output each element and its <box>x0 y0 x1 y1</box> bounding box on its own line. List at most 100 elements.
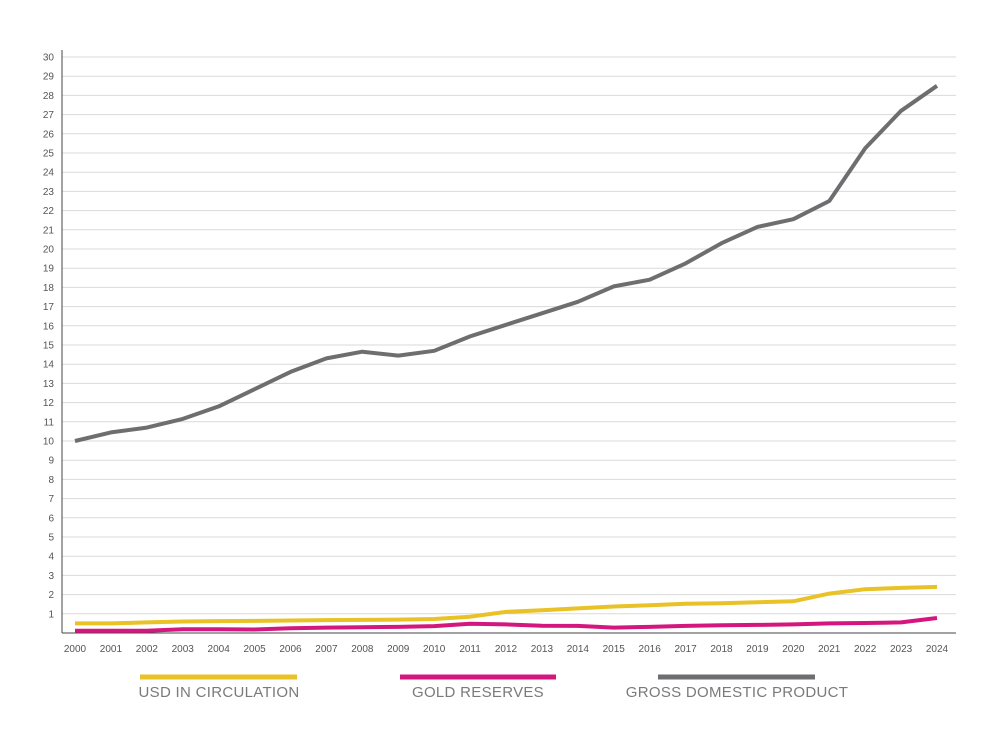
data-point <box>721 625 722 626</box>
data-point <box>398 626 399 627</box>
data-point <box>218 621 219 622</box>
series-line-2 <box>74 84 939 443</box>
data-point <box>75 441 76 442</box>
data-point <box>326 620 327 621</box>
data-point <box>649 626 650 627</box>
y-tick-label: 6 <box>48 513 54 524</box>
y-axis-ticks: 1234567891011121314151617181920212223242… <box>43 53 55 621</box>
data-point <box>721 603 722 604</box>
data-point <box>182 621 183 622</box>
data-point <box>470 616 471 617</box>
data-point <box>182 418 183 419</box>
data-point <box>865 623 866 624</box>
data-point <box>290 628 291 629</box>
legend-label: GROSS DOMESTIC PRODUCT <box>626 684 848 701</box>
data-point <box>362 351 363 352</box>
y-tick-label: 4 <box>48 552 54 563</box>
x-tick-label: 2018 <box>710 644 733 655</box>
data-point <box>434 350 435 351</box>
data-point <box>577 608 578 609</box>
data-point <box>757 226 758 227</box>
data-point <box>541 610 542 611</box>
data-point <box>649 605 650 606</box>
data-point <box>793 601 794 602</box>
y-tick-label: 30 <box>43 53 55 64</box>
x-tick-label: 2022 <box>854 644 877 655</box>
x-tick-label: 2004 <box>208 644 231 655</box>
x-tick-label: 2000 <box>64 644 87 655</box>
legend: USD IN CIRCULATION GOLD RESERVES GROSS DOM… <box>139 674 848 701</box>
data-point <box>326 627 327 628</box>
x-tick-label: 2012 <box>495 644 518 655</box>
data-point <box>937 85 938 86</box>
data-point <box>434 626 435 627</box>
data-point <box>541 313 542 314</box>
data-point <box>937 586 938 587</box>
x-tick-label: 2003 <box>172 644 195 655</box>
data-point <box>290 371 291 372</box>
data-point <box>110 432 111 433</box>
data-point <box>254 620 255 621</box>
data-point <box>506 324 507 325</box>
y-tick-label: 26 <box>43 129 55 140</box>
y-tick-label: 12 <box>43 398 55 409</box>
y-tick-label: 16 <box>43 321 55 332</box>
x-tick-label: 2006 <box>279 644 302 655</box>
x-tick-label: 2007 <box>315 644 338 655</box>
data-point <box>362 619 363 620</box>
data-point <box>470 623 471 624</box>
x-tick-label: 2017 <box>674 644 697 655</box>
data-point <box>721 243 722 244</box>
y-tick-label: 5 <box>48 533 54 544</box>
y-tick-label: 19 <box>43 264 55 275</box>
data-point <box>434 619 435 620</box>
y-tick-label: 9 <box>48 456 54 467</box>
y-tick-label: 25 <box>43 149 55 160</box>
data-point <box>757 602 758 603</box>
data-point <box>506 611 507 612</box>
data-point <box>829 593 830 594</box>
x-tick-label: 2023 <box>890 644 913 655</box>
y-tick-label: 29 <box>43 72 55 83</box>
data-point <box>254 629 255 630</box>
y-tick-label: 10 <box>43 437 55 448</box>
data-point <box>470 336 471 337</box>
data-point <box>757 624 758 625</box>
x-tick-label: 2009 <box>387 644 410 655</box>
data-point <box>146 630 147 631</box>
x-tick-label: 2021 <box>818 644 841 655</box>
data-point <box>901 587 902 588</box>
data-point <box>829 201 830 202</box>
data-point <box>182 629 183 630</box>
data-point <box>506 624 507 625</box>
data-point <box>829 623 830 624</box>
y-tick-label: 8 <box>48 475 54 486</box>
legend-label: USD IN CIRCULATION <box>139 684 300 701</box>
series-line-0 <box>75 584 938 626</box>
y-tick-label: 7 <box>48 494 54 505</box>
y-tick-label: 1 <box>48 609 54 620</box>
x-tick-label: 2005 <box>243 644 266 655</box>
y-tick-label: 13 <box>43 379 55 390</box>
data-point <box>398 619 399 620</box>
data-point <box>146 427 147 428</box>
x-tick-label: 2024 <box>926 644 949 655</box>
data-point <box>793 624 794 625</box>
data-point <box>613 606 614 607</box>
series-line-1 <box>75 616 938 633</box>
data-point <box>613 627 614 628</box>
data-point <box>649 279 650 280</box>
x-tick-label: 2010 <box>423 644 446 655</box>
data-point <box>290 620 291 621</box>
data-point <box>218 406 219 407</box>
data-point <box>901 622 902 623</box>
y-tick-label: 28 <box>43 91 55 102</box>
y-tick-label: 20 <box>43 245 55 256</box>
data-point <box>577 301 578 302</box>
data-point <box>541 625 542 626</box>
data-point <box>218 629 219 630</box>
data-point <box>110 623 111 624</box>
data-point <box>613 286 614 287</box>
data-point <box>685 263 686 264</box>
